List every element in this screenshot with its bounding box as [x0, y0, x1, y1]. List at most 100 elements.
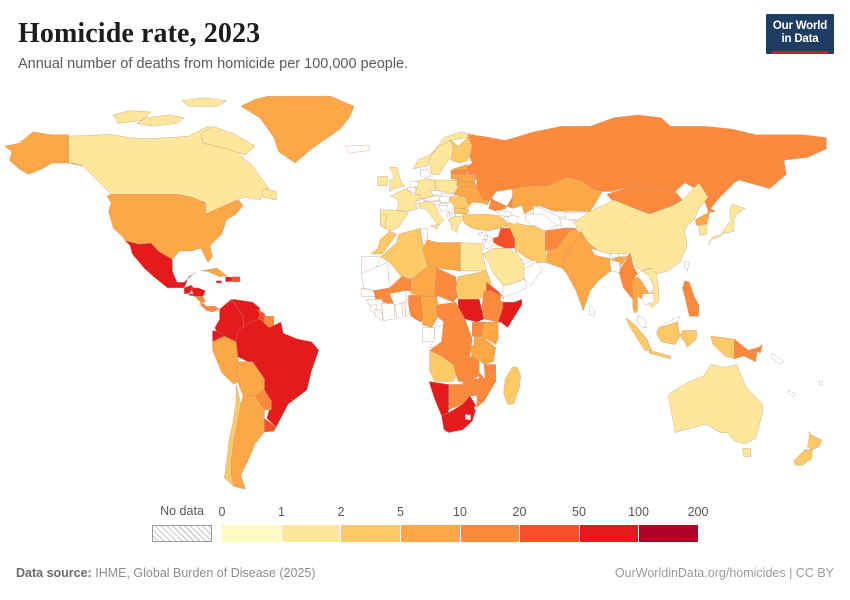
country-russia[interactable]: Russia — [467, 114, 827, 213]
country-canada[interactable]: Canada — [68, 126, 270, 215]
country-indonesia[interactable]: Indonesia — [710, 335, 735, 359]
country-greece[interactable]: Greece — [448, 215, 465, 233]
country-sri-lanka[interactable]: Sri Lanka — [589, 305, 595, 317]
country-burkina-faso[interactable]: Burkina Faso — [389, 290, 407, 306]
country-peru[interactable]: Peru — [212, 335, 239, 385]
country-indonesia[interactable]: Indonesia — [625, 317, 652, 351]
country-bangladesh[interactable]: Bangladesh — [609, 259, 620, 273]
country-papua-new-guinea[interactable]: Papua New Guinea — [755, 344, 763, 354]
country-new-caledonia[interactable]: New Caledonia — [787, 389, 796, 398]
country-australia[interactable]: Australia — [742, 448, 751, 457]
country-fiji[interactable]: Fiji — [819, 381, 823, 386]
country-solomon-islands[interactable]: Solomon Islands — [769, 353, 785, 365]
country-nepal[interactable]: Nepal — [590, 248, 610, 259]
country-netherlands[interactable]: Netherlands — [409, 181, 419, 188]
country-china[interactable]: China — [573, 182, 709, 274]
country-bosnia[interactable]: Bosnia — [438, 204, 448, 213]
country-new-zealand[interactable]: New Zealand — [807, 431, 822, 450]
country-uae[interactable]: UAE — [522, 259, 534, 269]
country-ireland[interactable]: Ireland — [377, 176, 388, 186]
country-south-korea[interactable]: South Korea — [698, 223, 708, 236]
country-mexico[interactable]: Mexico — [124, 240, 197, 289]
country-chad[interactable]: Chad — [434, 267, 459, 303]
country-nicaragua[interactable]: Nicaragua — [195, 296, 206, 303]
country-el-salvador[interactable]: El Salvador — [188, 293, 194, 297]
country-italy[interactable]: Italy — [417, 200, 445, 226]
legend-bin-0[interactable] — [222, 525, 282, 542]
country-belarus[interactable]: Belarus — [456, 174, 478, 184]
country-azerbaijan[interactable]: Azerbaijan — [507, 214, 520, 225]
country-jordan[interactable]: Jordan — [483, 240, 494, 250]
country-eritrea[interactable]: Eritrea — [486, 282, 504, 297]
country-syria[interactable]: Syria — [485, 228, 501, 239]
legend-bin-2[interactable] — [341, 525, 401, 542]
country-laos[interactable]: Laos — [637, 270, 655, 294]
country-panama[interactable]: Panama — [205, 306, 220, 313]
country-malawi[interactable]: Malawi — [479, 360, 486, 379]
country-france[interactable]: France — [390, 188, 421, 212]
country-japan[interactable]: Japan — [708, 204, 746, 246]
country-italy[interactable]: Italy — [430, 224, 439, 230]
country-estonia[interactable]: Estonia — [453, 164, 468, 171]
country-chile[interactable]: Chile — [224, 384, 241, 487]
country-morocco[interactable]: Morocco — [370, 231, 397, 255]
country-new-zealand[interactable]: New Zealand — [793, 449, 813, 466]
legend-bin-7[interactable] — [639, 525, 698, 542]
country-angola[interactable]: Angola — [429, 350, 459, 382]
country-ivory-coast[interactable]: Ivory Coast — [381, 303, 395, 321]
country-greenland[interactable]: Greenland — [240, 95, 355, 164]
country-cambodia[interactable]: Cambodia — [642, 293, 655, 306]
country-eswatini[interactable]: Eswatini — [473, 406, 478, 411]
country-indonesia[interactable]: Indonesia — [649, 350, 671, 359]
country-iceland[interactable]: Iceland — [344, 145, 370, 154]
country-denmark[interactable]: Denmark — [420, 169, 432, 178]
country-united-states[interactable]: United States — [106, 194, 244, 263]
legend-bin-4[interactable] — [460, 525, 521, 542]
our-world-in-data-logo[interactable]: Our World in Data — [766, 14, 834, 55]
country-united-kingdom[interactable]: United Kingdom — [389, 167, 406, 192]
country-malaysia[interactable]: Malaysia — [637, 314, 648, 328]
country-south-africa[interactable]: South Africa — [441, 395, 478, 433]
country-costa-rica[interactable]: Costa Rica — [200, 301, 206, 310]
country-canada[interactable]: Canada — [261, 188, 277, 201]
legend-bin-1[interactable] — [281, 525, 342, 542]
legend-bin-5[interactable] — [520, 525, 580, 542]
country-papua-new-guinea[interactable]: Papua New Guinea — [734, 338, 759, 362]
country-bhutan[interactable]: Bhutan — [611, 252, 619, 258]
country-portugal[interactable]: Portugal — [379, 213, 387, 229]
country-philippines[interactable]: Philippines — [682, 280, 700, 317]
country-haiti[interactable]: Haiti — [225, 276, 233, 282]
country-lebanon[interactable]: Lebanon — [484, 234, 488, 240]
country-cyprus[interactable]: Cyprus — [477, 231, 484, 236]
legend-scale[interactable]: 0 1 2 5 10 20 50 100 200 — [219, 505, 708, 542]
country-qatar[interactable]: Qatar — [521, 259, 524, 264]
country-turkey[interactable]: Turkey — [462, 213, 506, 231]
country-georgia[interactable]: Georgia — [495, 209, 512, 217]
world-choropleth-map[interactable]: GreenlandCanadaCanadaCanadaCanadaCanadaC… — [0, 95, 850, 495]
country-cuba[interactable]: Cuba — [200, 267, 227, 277]
legend-bin-6[interactable] — [579, 525, 640, 542]
country-liberia[interactable]: Liberia — [374, 309, 383, 321]
attribution-link[interactable]: OurWorldinData.org/homicides | CC BY — [614, 566, 834, 580]
country-canada[interactable]: Canada — [136, 114, 185, 127]
country-belgium[interactable]: Belgium — [407, 187, 416, 194]
country-north-korea[interactable]: North Korea — [695, 211, 710, 226]
country-canada[interactable]: Canada — [113, 110, 152, 124]
country-latvia[interactable]: Latvia — [450, 169, 468, 175]
country-senegal[interactable]: Senegal — [361, 287, 376, 297]
country-namibia[interactable]: Namibia — [428, 381, 449, 416]
legend-bin-3[interactable] — [400, 525, 461, 542]
country-dominican-republic[interactable]: Dominican Republic — [231, 276, 241, 282]
country-kuwait[interactable]: Kuwait — [511, 247, 516, 253]
country-bulgaria[interactable]: Bulgaria — [454, 207, 470, 215]
country-canada[interactable]: Canada — [181, 97, 227, 107]
country-guatemala[interactable]: Guatemala — [184, 284, 194, 294]
country-australia[interactable]: Australia — [668, 364, 763, 445]
country-somalia[interactable]: Somalia — [498, 299, 522, 328]
country-united-states[interactable]: United States — [4, 131, 83, 175]
country-indonesia[interactable]: Indonesia — [656, 321, 681, 345]
country-jamaica[interactable]: Jamaica — [216, 280, 222, 284]
country-switzerland[interactable]: Switzerland — [415, 198, 426, 204]
country-madagascar[interactable]: Madagascar — [503, 367, 521, 405]
country-indonesia[interactable]: Indonesia — [679, 330, 697, 348]
